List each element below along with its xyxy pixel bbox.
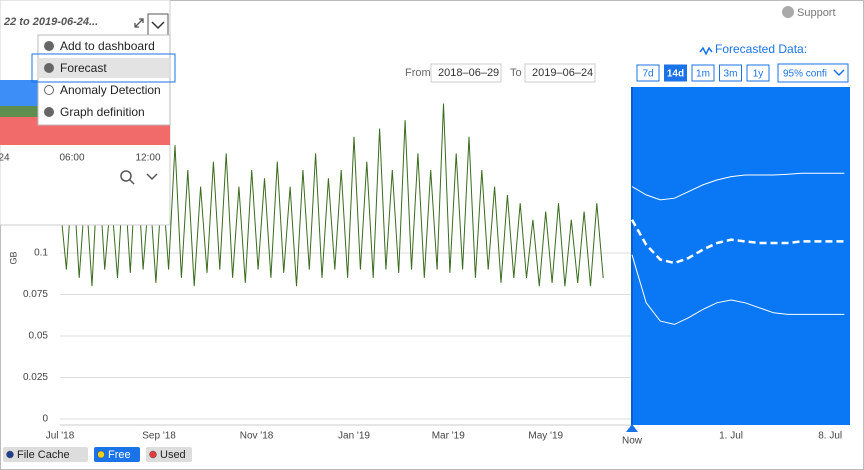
legend-item[interactable]: [146, 447, 192, 462]
period-button[interactable]: [691, 64, 715, 82]
period-button[interactable]: [664, 64, 687, 82]
menu-icon: [44, 41, 54, 51]
expand-icon[interactable]: [134, 18, 144, 28]
mini-x-label: 24: [0, 153, 10, 164]
x-tick-label: 1. Jul: [719, 431, 743, 442]
menu-highlight: [39, 58, 169, 78]
legend-label: File Cache: [17, 449, 70, 461]
to-value: 2019–06–24: [532, 67, 593, 79]
panel-caret[interactable]: [146, 173, 158, 181]
y-tick-label: 0.025: [23, 372, 48, 383]
period-button[interactable]: [719, 64, 742, 82]
menu-item[interactable]: Graph definition: [60, 105, 145, 119]
legend-label: Free: [108, 449, 131, 461]
now-marker: [626, 424, 638, 432]
mini-band-green: [0, 106, 40, 117]
period-label: 1m: [696, 69, 710, 80]
menu-items: Add to dashboard Forecast Anomaly Detectio…: [31, 39, 176, 119]
menu-item[interactable]: Add to dashboard: [60, 39, 155, 53]
legend: File Cache Free Used: [3, 447, 192, 462]
from-label: From: [405, 67, 431, 79]
range-title: 22 to 2019-06-24...: [3, 16, 98, 28]
zoom-handle: [129, 179, 135, 185]
plot: 0 0.025 0.05 0.075 0.1 GB Jul '18 Sep '18 Nov '1…: [8, 87, 850, 447]
forecast-area: [632, 87, 850, 425]
y-tick-label: 0.1: [34, 248, 48, 259]
menu: [37, 34, 171, 126]
legend-swatch: [149, 450, 157, 459]
period-label: 7d: [642, 69, 653, 80]
x-tick-label: May '19: [528, 431, 563, 442]
y-tick-label: 0.05: [29, 331, 49, 342]
forecast-bound: [631, 254, 845, 325]
from-value: 2018–06–29: [438, 67, 499, 79]
period-label: 1y: [753, 69, 764, 80]
legend-item[interactable]: [94, 447, 140, 462]
x-tick-label: Mar '19: [432, 431, 465, 442]
legend-label: Used: [160, 449, 186, 461]
x-tick-label: Nov '18: [240, 431, 274, 442]
menu-focus: [31, 53, 176, 83]
support-icon: [782, 6, 794, 18]
x-tick-label: Sep '18: [142, 431, 176, 442]
legend-swatch: [97, 450, 105, 459]
mini-x-label: 06:00: [59, 153, 84, 164]
x-tick-label: Now: [622, 436, 643, 447]
forecast-label: Forecasted Data:: [715, 42, 807, 56]
menu-icon: [44, 107, 54, 117]
y-tick-label: 0.075: [23, 289, 48, 300]
x-tick-label: Jan '19: [338, 431, 370, 442]
period-button[interactable]: [746, 64, 770, 82]
confidence-select[interactable]: [777, 63, 849, 83]
support-link[interactable]: Support: [782, 6, 836, 19]
mini-x-label: 12:00: [135, 153, 160, 164]
zoom-icon[interactable]: [120, 170, 132, 182]
menu-icon: [44, 85, 54, 95]
menu-caret: [151, 21, 165, 30]
menu-item[interactable]: Anomaly Detection: [60, 83, 161, 97]
period-button[interactable]: [636, 64, 660, 82]
period-label: 3m: [724, 69, 738, 80]
mini-x-labels: 24 06:00 12:00: [0, 153, 161, 164]
confidence-caret: [833, 69, 845, 77]
to-label: To: [510, 67, 522, 79]
mini-band-blue: [0, 80, 40, 106]
forecast-icon: [699, 46, 713, 56]
x-tick-label: Jul '18: [46, 431, 75, 442]
forecast-bound: [631, 172, 845, 201]
legend-swatch: [6, 450, 14, 459]
menu-item[interactable]: Forecast: [60, 61, 107, 75]
support-text: Support: [797, 7, 836, 19]
period-buttons: 7d 14d 1m 3m 1y: [636, 64, 770, 82]
legend-item[interactable]: [3, 447, 88, 462]
forecast-mean: [630, 219, 845, 265]
x-tick-label: 8. Jul: [818, 431, 842, 442]
y-tick-label: 0: [42, 414, 48, 425]
menu-icon: [44, 63, 54, 73]
menu-toggle[interactable]: [147, 13, 169, 37]
y-axis-label: GB: [8, 251, 18, 264]
from-input[interactable]: [430, 63, 502, 83]
to-input[interactable]: [524, 63, 596, 83]
confidence-value: 95% confi: [783, 69, 827, 80]
period-label: 14d: [667, 69, 684, 80]
